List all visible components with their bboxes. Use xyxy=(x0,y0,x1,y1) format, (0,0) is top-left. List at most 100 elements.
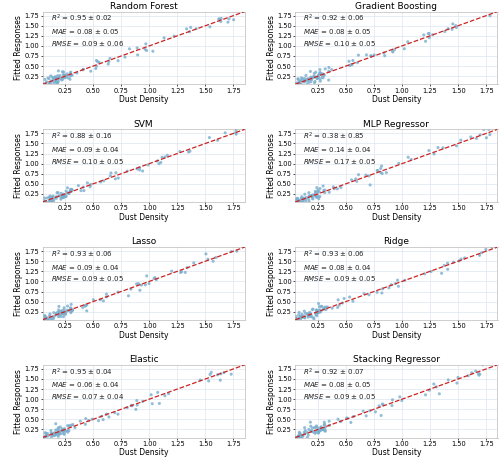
Point xyxy=(54,189,62,196)
Point xyxy=(68,186,76,193)
Point xyxy=(121,53,129,61)
Point xyxy=(318,74,326,81)
Point xyxy=(318,426,326,433)
Point xyxy=(320,426,328,433)
Point xyxy=(296,313,304,321)
Point xyxy=(53,74,61,81)
Point xyxy=(298,195,306,202)
Point xyxy=(308,192,316,199)
Text: $R^2$ = 0.95 ± 0.02
$MAE$ = 0.08 ± 0.05
$RMSE$ = 0.09 ± 0.06: $R^2$ = 0.95 ± 0.02 $MAE$ = 0.08 ± 0.05 … xyxy=(50,13,124,48)
Point xyxy=(314,300,322,307)
Point xyxy=(50,429,58,437)
Point xyxy=(310,429,318,436)
Point xyxy=(300,429,308,436)
Point xyxy=(57,195,65,203)
Point xyxy=(474,370,482,377)
Point xyxy=(215,16,223,23)
Point xyxy=(472,135,480,142)
Point xyxy=(312,424,320,431)
Point xyxy=(314,427,322,434)
Point xyxy=(56,430,64,438)
Point xyxy=(388,402,396,409)
Point xyxy=(134,51,141,59)
Point xyxy=(54,432,62,440)
Point xyxy=(304,312,312,319)
Point xyxy=(51,431,59,438)
Point xyxy=(55,310,63,317)
Point xyxy=(60,425,68,432)
Point xyxy=(42,431,50,438)
Point xyxy=(79,66,87,74)
Point xyxy=(52,430,60,438)
Point xyxy=(347,61,355,69)
Point xyxy=(54,425,62,432)
Point xyxy=(292,314,300,322)
Point xyxy=(65,427,73,434)
Point xyxy=(330,183,338,191)
Point xyxy=(66,186,74,193)
Point xyxy=(303,81,311,88)
Point xyxy=(422,391,430,399)
Point xyxy=(59,194,67,201)
Point xyxy=(310,70,318,77)
Point xyxy=(296,78,304,86)
Point xyxy=(348,176,356,183)
Point xyxy=(367,52,375,60)
Point xyxy=(63,307,71,314)
Point xyxy=(77,187,85,194)
Point xyxy=(60,73,68,81)
Point xyxy=(48,195,56,203)
Point xyxy=(50,80,58,87)
Point xyxy=(60,426,68,434)
Point xyxy=(52,75,60,82)
Title: Stacking Regressor: Stacking Regressor xyxy=(353,355,440,364)
Point xyxy=(314,429,322,436)
Point xyxy=(56,430,64,437)
Point xyxy=(292,316,300,323)
Point xyxy=(297,433,305,441)
Point xyxy=(42,313,50,321)
Point xyxy=(47,429,55,437)
Point xyxy=(105,413,113,421)
Point xyxy=(344,414,351,422)
Point xyxy=(50,76,58,83)
Point xyxy=(204,256,212,263)
Point xyxy=(304,432,312,439)
Text: $R^2$ = 0.95 ± 0.04
$MAE$ = 0.06 ± 0.04
$RMSE$ = 0.07 ± 0.04: $R^2$ = 0.95 ± 0.04 $MAE$ = 0.06 ± 0.04 … xyxy=(50,366,124,401)
Point xyxy=(114,57,122,64)
Point xyxy=(102,293,110,300)
Point xyxy=(300,195,308,203)
Point xyxy=(176,269,184,276)
Point xyxy=(362,412,370,419)
Point xyxy=(217,18,225,25)
Point xyxy=(39,198,47,205)
Point xyxy=(54,424,62,432)
Point xyxy=(51,74,59,81)
Point xyxy=(59,428,67,435)
Point xyxy=(319,70,327,78)
Point xyxy=(312,307,320,314)
Point xyxy=(338,299,346,307)
Point xyxy=(316,188,324,195)
Point xyxy=(298,198,306,206)
Point xyxy=(316,70,324,77)
Point xyxy=(317,307,325,315)
Point xyxy=(300,77,308,85)
Point xyxy=(50,75,58,82)
Point xyxy=(362,171,370,179)
Point xyxy=(349,57,357,64)
Point xyxy=(296,315,304,323)
Y-axis label: Fitted Responses: Fitted Responses xyxy=(266,369,276,434)
Point xyxy=(292,313,300,320)
Point xyxy=(319,182,327,190)
Point xyxy=(61,427,69,435)
Title: MLP Regressor: MLP Regressor xyxy=(364,119,430,129)
Point xyxy=(62,308,70,316)
Point xyxy=(295,309,303,316)
Point xyxy=(40,198,48,206)
Point xyxy=(206,23,214,31)
Point xyxy=(52,429,60,437)
Point xyxy=(47,316,55,324)
Point xyxy=(84,179,92,187)
Point xyxy=(106,55,114,62)
